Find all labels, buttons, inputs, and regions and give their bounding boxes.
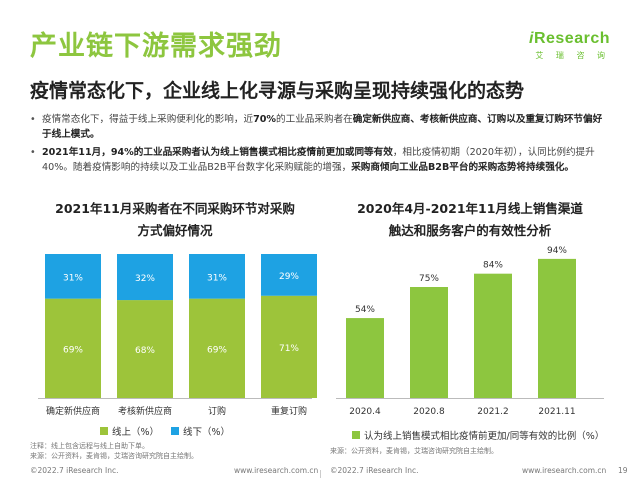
bullet-1: 疫情常态化下，得益于线上采购便利化的影响，近70%的工业品采购者在确定新供应商、… — [30, 112, 610, 142]
right-chart-legend: 认为线上销售模式相比疫情前更加/同等有效的比例（%） — [352, 428, 616, 442]
bullet-2-segment: 采购商倾向工业品B2B平台的采购态势将持续强化。 — [351, 162, 574, 173]
left-chart-legend: 线上（%） 线下（%） — [100, 424, 242, 438]
page-number: 19 — [618, 466, 628, 475]
right-chart-title: 2020年4月-2021年11月线上销售渠道 触达和服务客户的有效性分析 — [357, 201, 583, 238]
legend-online-swatch — [100, 427, 108, 435]
bar-offline-4 — [261, 254, 317, 296]
category-label-1: 确定新供应商 — [46, 405, 100, 417]
label-online-3: 69% — [207, 345, 227, 355]
bar-effective-2 — [410, 287, 448, 398]
label-offline-2: 32% — [135, 274, 155, 284]
legend-effective-swatch — [352, 431, 360, 439]
value-label-4: 94% — [547, 246, 567, 256]
bar-online-3 — [189, 298, 245, 398]
bullet-1-segment: 确定新供应商、考核新供应商、订购以及重复订购环节偏好于线上模式。 — [42, 114, 603, 140]
legend-offline-swatch — [171, 427, 180, 435]
category-label-3: 2021.2 — [477, 407, 509, 417]
footer-left-copyright: ©2022.7 iResearch Inc. — [30, 466, 119, 475]
value-label-3: 84% — [483, 261, 503, 271]
bullet-1-segment: 70% — [253, 114, 277, 125]
label-online-1: 69% — [63, 345, 83, 355]
label-online-2: 68% — [135, 346, 155, 356]
bullet-2-segment: 2021年11月，94%的工业品采购者认为线上销售模式相比疫情前更加或同等有效 — [42, 147, 393, 158]
category-label-2: 2020.8 — [413, 407, 445, 417]
label-online-4: 71% — [279, 344, 299, 354]
page-subtitle: 疫情常态化下，企业线上化寻源与采购呈现持续强化的态势 — [30, 80, 525, 102]
bar-online-2 — [117, 300, 173, 398]
label-offline-4: 29% — [279, 272, 299, 282]
category-label-4: 2021.11 — [538, 407, 575, 417]
bullet-1-segment: 的工业品采购者在 — [276, 114, 353, 125]
bullet-1-segment: 疫情常态化下，得益于线上采购便利化的影响，近 — [42, 114, 254, 125]
bar-online-4 — [261, 295, 317, 398]
bullet-list: 疫情常态化下，得益于线上采购便利化的影响，近70%的工业品采购者在确定新供应商、… — [30, 112, 610, 178]
footer-right-url: www.iresearch.com.cn — [522, 466, 607, 475]
legend-effective: 认为线上销售模式相比疫情前更加/同等有效的比例（%） — [352, 428, 604, 442]
footer-right-copyright: ©2022.7 iResearch Inc. — [330, 466, 419, 475]
left-chart-note: 注释：线上包含远程与线上自助下单。 来源：公开资料，麦肯锡，艾瑞咨询研究院自主绘… — [30, 442, 198, 460]
bar-offline-3 — [189, 254, 245, 299]
label-offline-1: 31% — [63, 273, 83, 283]
bar-effective-3 — [474, 273, 512, 398]
bar-online-1 — [45, 298, 101, 398]
category-label-1: 2020.4 — [349, 407, 381, 417]
legend-online: 线上（%） — [100, 424, 159, 438]
logo-brand: iResearch — [529, 30, 610, 47]
bar-offline-1 — [45, 254, 101, 299]
value-label-2: 75% — [419, 274, 439, 284]
legend-offline: 线下（%） — [171, 424, 230, 438]
footer-left-url: www.iresearch.com.cn — [234, 466, 319, 475]
left-chart-title: 2021年11月采购者在不同采购环节对采购 方式偏好情况 — [55, 201, 295, 238]
value-label-1: 54% — [355, 305, 375, 315]
footer-divider — [320, 470, 321, 478]
iresearch-logo: iResearch 艾 瑞 咨 询 — [529, 30, 610, 61]
category-label-3: 订购 — [208, 405, 226, 417]
bullet-2-segment: ，相比疫情初期（2020年初），认同比例约提升40%。随着疫情影响的持续以及工业… — [42, 147, 595, 173]
page-title: 产业链下游需求强劲 — [30, 31, 282, 62]
bullet-2: 2021年11月，94%的工业品采购者认为线上销售模式相比疫情前更加或同等有效，… — [30, 145, 610, 175]
bar-effective-1 — [346, 318, 384, 398]
bar-effective-4 — [538, 258, 576, 398]
logo-cn: 艾 瑞 咨 询 — [535, 51, 610, 60]
label-offline-3: 31% — [207, 273, 227, 283]
right-chart-note: 来源：公开资料，麦肯锡，艾瑞咨询研究院自主绘制。 — [330, 447, 498, 455]
bar-offline-2 — [117, 254, 173, 301]
category-label-4: 重复订购 — [271, 405, 307, 417]
category-label-2: 考核新供应商 — [118, 405, 172, 417]
